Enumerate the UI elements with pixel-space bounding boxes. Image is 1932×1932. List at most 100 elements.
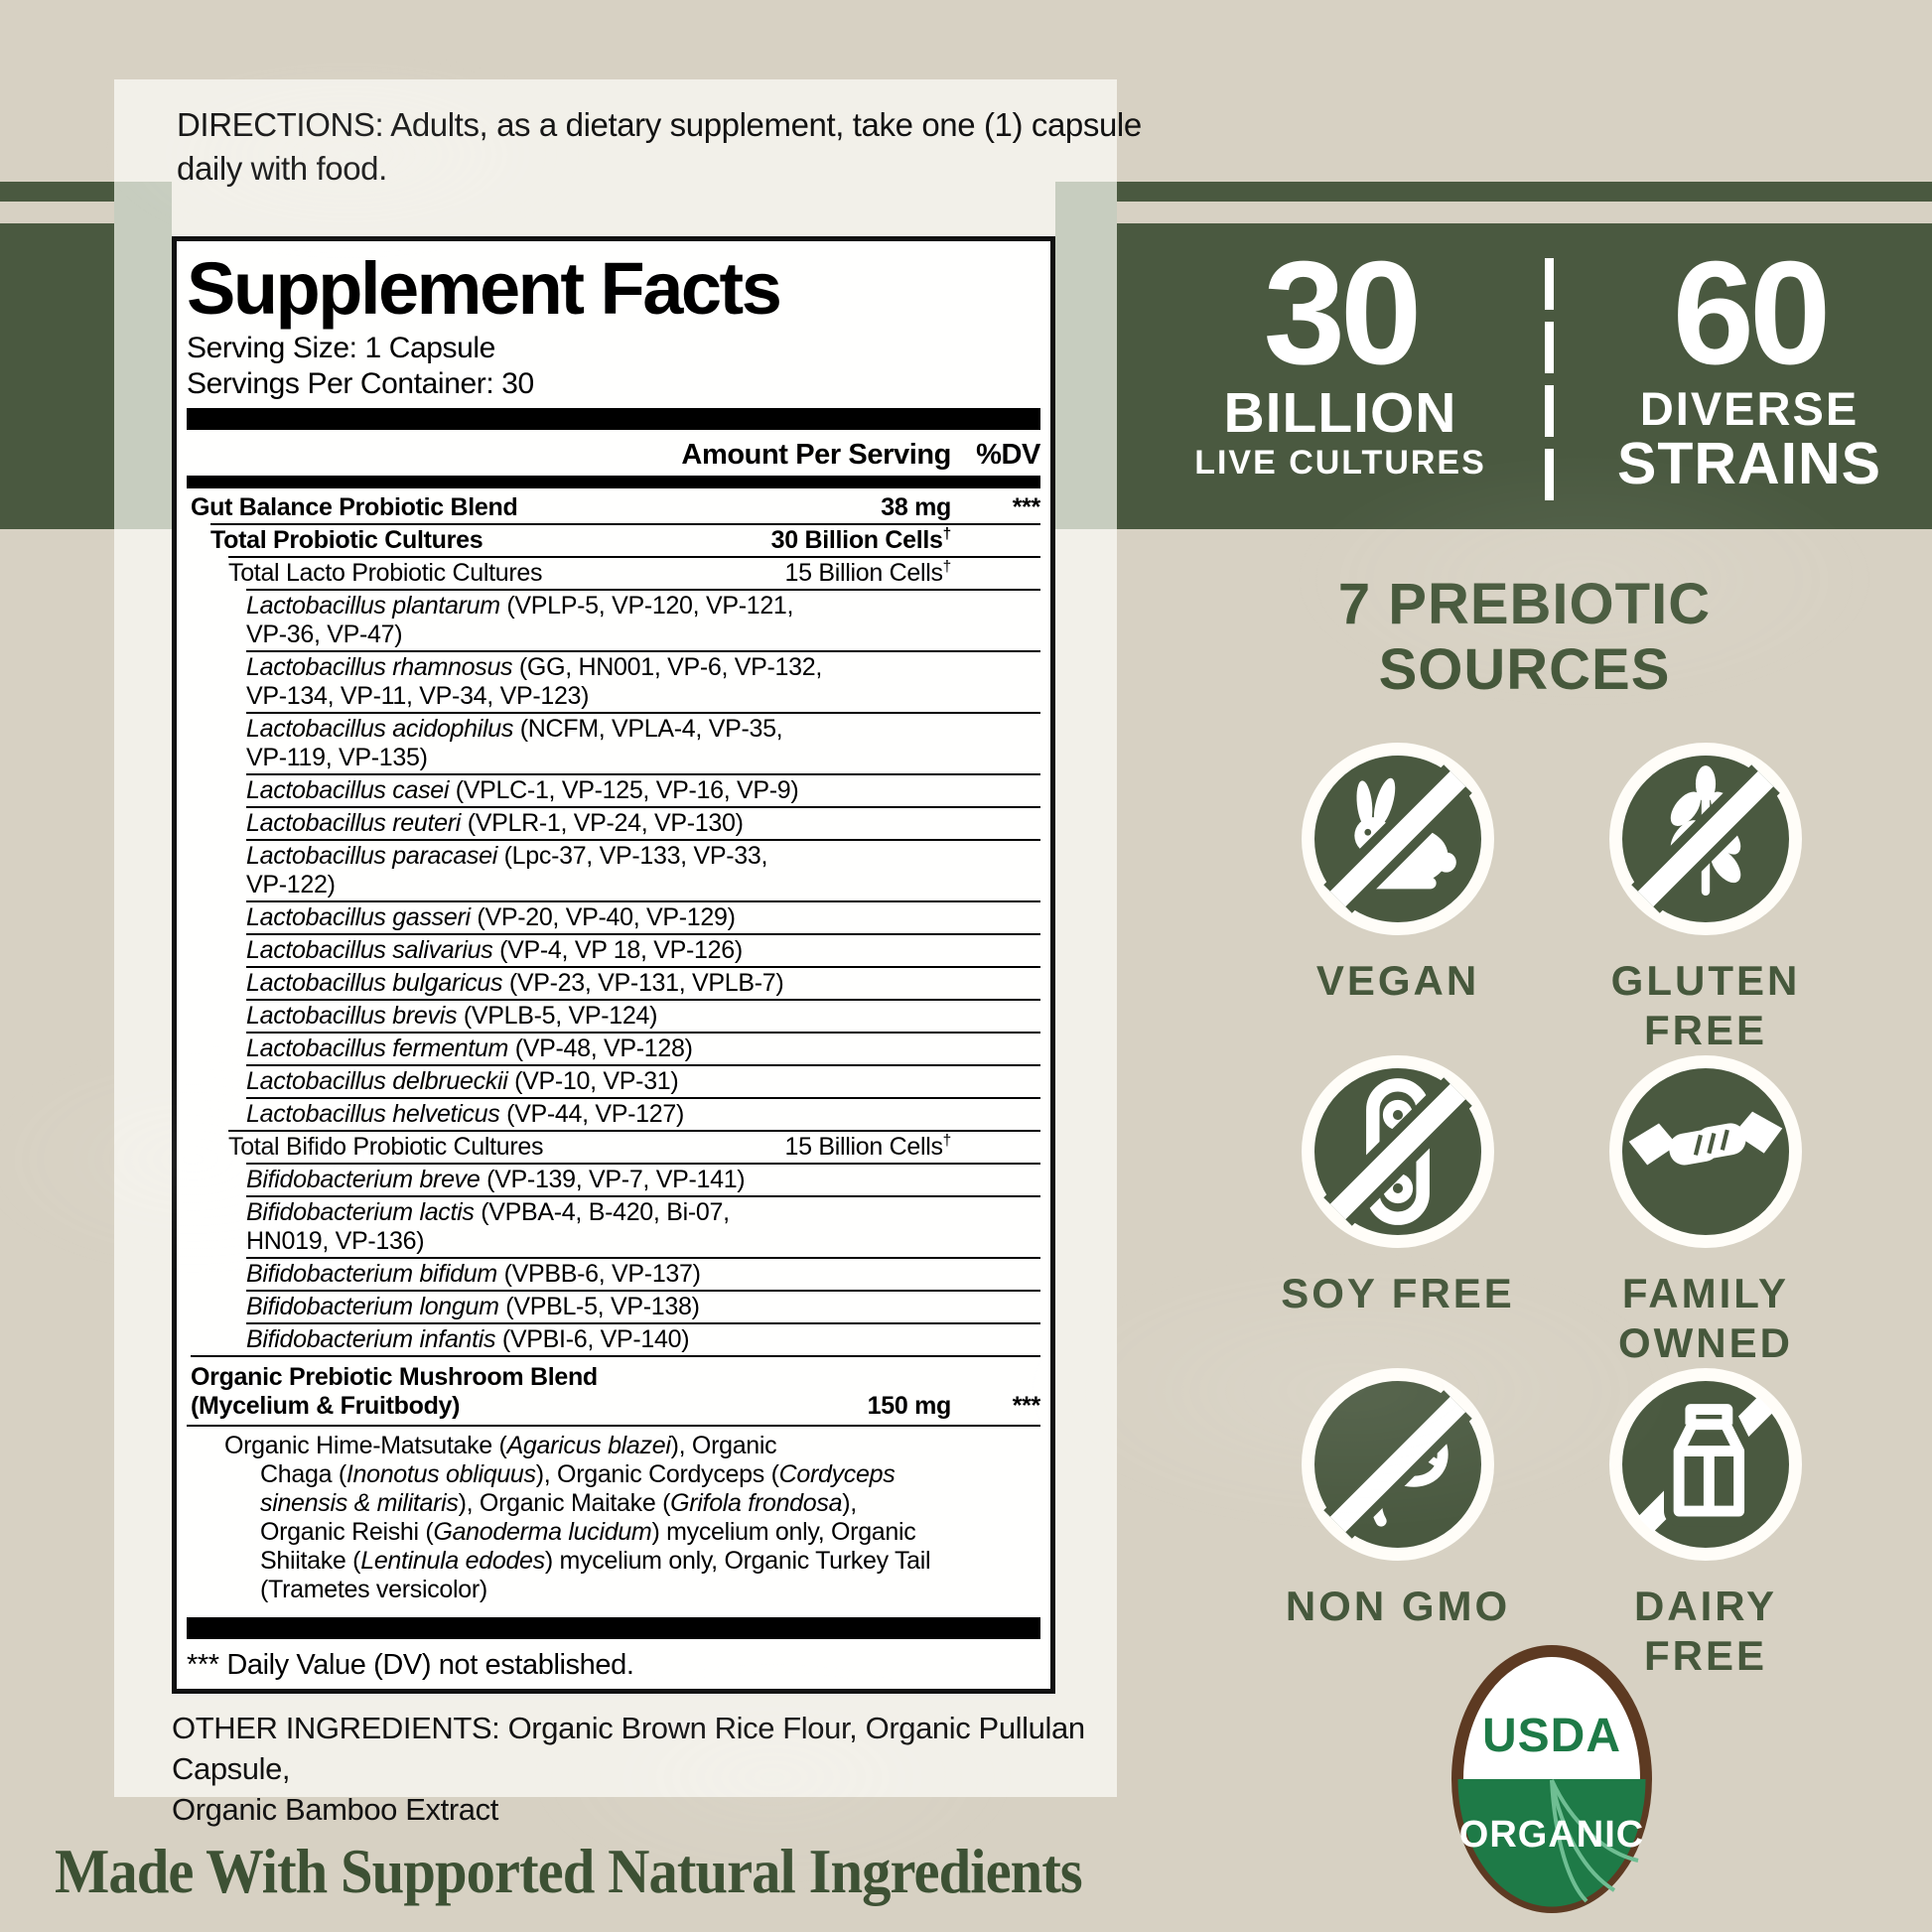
ingredient-name: Total Probiotic Cultures <box>210 526 483 554</box>
vegan-label: VEGAN <box>1315 957 1480 1004</box>
milk-carton-icon <box>1637 1396 1774 1533</box>
dv-value <box>951 1067 1040 1096</box>
ingredient-name: Lactobacillus casei (VPLC-1, VP-125, VP-… <box>246 776 799 804</box>
family-owned-label: FAMILY OWNED <box>1618 1270 1793 1366</box>
ingredient-name: Total Lacto Probiotic Cultures <box>228 559 543 587</box>
ingredient-name: Bifidobacterium longum (VPBL-5, VP-138) <box>246 1293 700 1320</box>
supplement-row: Lactobacillus gasseri (VP-20, VP-40, VP-… <box>246 900 1040 933</box>
dv-value <box>951 936 1040 965</box>
ingredient-name: Lactobacillus rhamnosus (GG, HN001, VP-6… <box>246 653 823 710</box>
serving-size: Serving Size: 1 Capsule <box>187 332 495 364</box>
mushroom-description: Organic Hime-Matsutake (Agaricus blazei)… <box>187 1425 1040 1611</box>
ingredient-name: Lactobacillus brevis (VPLB-5, VP-124) <box>246 1002 658 1030</box>
amount-value: 30 Billion Cells† <box>770 525 952 554</box>
dv-value <box>951 842 1040 899</box>
dv-value <box>951 776 1040 805</box>
non-gmo-badge <box>1302 1368 1494 1561</box>
gluten-free-label: GLUTEN FREE <box>1610 957 1801 1053</box>
usda-organic-seal: USDA ORGANIC <box>1451 1645 1652 1913</box>
amount-value: 15 Billion Cells† <box>784 558 952 587</box>
other-ingredients-text: OTHER INGREDIENTS: Organic Brown Rice Fl… <box>172 1711 1085 1827</box>
directions-text: DIRECTIONS: Adults, as a dietary supplem… <box>177 106 1142 187</box>
supplement-row: Organic Prebiotic Mushroom Blend (Myceliu… <box>191 1355 1040 1425</box>
amount-value: 150 mg <box>867 1392 952 1420</box>
supplement-row: Lactobacillus rhamnosus (GG, HN001, VP-6… <box>246 650 1040 712</box>
dagger-mark: † <box>942 1132 952 1150</box>
supplement-row: Lactobacillus bulgaricus (VP-23, VP-131,… <box>246 966 1040 999</box>
soybean-icon <box>1323 1077 1472 1226</box>
soy-free-badge <box>1302 1055 1494 1248</box>
amount-value: 38 mg <box>881 493 951 521</box>
vegan-badge <box>1302 743 1494 935</box>
supplement-row: Lactobacillus acidophilus (NCFM, VPLA-4,… <box>246 712 1040 773</box>
dv-footnote: *** Daily Value (DV) not established. <box>187 1649 634 1681</box>
strains-count: 60 <box>1672 231 1832 395</box>
supplement-row: Lactobacillus paracasei (Lpc-37, VP-133,… <box>246 839 1040 900</box>
soy-free-label: SOY FREE <box>1281 1270 1515 1316</box>
dv-value <box>951 1198 1040 1256</box>
handshake-icon <box>1628 1111 1783 1166</box>
organic-text: ORGANIC <box>1459 1814 1644 1856</box>
supplement-facts-title: Supplement Facts <box>187 247 782 330</box>
divider-bar-medium <box>187 476 1040 488</box>
supplement-row: Total Probiotic Cultures 30 Billion Cells… <box>210 523 1040 556</box>
dv-value <box>951 559 1040 588</box>
wheat-icon <box>1631 764 1780 913</box>
prebiotic-sources-heading: 7 PREBIOTIC SOURCES <box>1337 572 1712 702</box>
supplement-row: Lactobacillus helveticus (VP-44, VP-127) <box>246 1097 1040 1130</box>
amount-value: 15 Billion Cells† <box>784 1132 952 1161</box>
live-cultures-label: LIVE CULTURES <box>1194 444 1486 482</box>
divider-bar-thick <box>187 408 1040 430</box>
dairy-free-badge <box>1609 1368 1802 1561</box>
gluten-free-badge <box>1609 743 1802 935</box>
dv-value <box>951 1293 1040 1321</box>
ingredient-name: Lactobacillus delbrueckii (VP-10, VP-31) <box>246 1067 679 1095</box>
supplement-row: Bifidobacterium lactis (VPBA-4, B-420, B… <box>246 1195 1040 1257</box>
mushroom-description-line: Organic Reishi (Ganoderma lucidum) mycel… <box>260 1518 916 1546</box>
dagger-mark: † <box>942 558 952 576</box>
sage-column-right <box>1055 182 1117 529</box>
supplement-row: Lactobacillus plantarum (VPLP-5, VP-120,… <box>246 589 1040 650</box>
ingredient-name: Bifidobacterium breve (VP-139, VP-7, VP-… <box>246 1166 746 1193</box>
ingredient-name: Lactobacillus reuteri (VPLR-1, VP-24, VP… <box>246 809 744 837</box>
ingredient-name: Lactobacillus acidophilus (NCFM, VPLA-4,… <box>246 715 783 771</box>
supplement-row: Lactobacillus delbrueckii (VP-10, VP-31) <box>246 1064 1040 1097</box>
footer-tagline: Made With Supported Natural Ingredients <box>55 1837 1083 1906</box>
dv-value <box>951 1325 1040 1354</box>
strains-label: STRAINS <box>1617 431 1881 496</box>
non-gmo-label: NON GMO <box>1285 1583 1511 1629</box>
dagger-mark: † <box>942 525 952 543</box>
dv-header: %DV <box>976 439 1040 471</box>
supplement-row: Lactobacillus reuteri (VPLR-1, VP-24, VP… <box>246 806 1040 839</box>
ingredient-name: Lactobacillus salivarius (VP-4, VP 18, V… <box>246 936 743 964</box>
mushroom-description-line: Chaga (Inonotus obliquus), Organic Cordy… <box>260 1460 896 1488</box>
servings-per-container: Servings Per Container: 30 <box>187 367 534 400</box>
mushroom-description-line: sinensis & militaris), Organic Maitake (… <box>260 1489 857 1517</box>
divider-bar-bottom <box>187 1617 1040 1639</box>
ingredient-name: Lactobacillus helveticus (VP-44, VP-127) <box>246 1100 685 1128</box>
dv-value <box>951 1260 1040 1289</box>
facts-rows: Gut Balance Probiotic Blend 38 mg *** Total… <box>187 488 1040 1425</box>
supplement-row: Total Bifido Probiotic Cultures 15 Billio… <box>228 1130 1040 1163</box>
ingredient-name: Lactobacillus fermentum (VP-48, VP-128) <box>246 1035 693 1062</box>
ingredient-name: Lactobacillus paracasei (Lpc-37, VP-133,… <box>246 842 768 898</box>
supplement-row: Lactobacillus salivarius (VP-4, VP 18, V… <box>246 933 1040 966</box>
dv-value <box>951 592 1040 649</box>
supplement-row: Bifidobacterium bifidum (VPBB-6, VP-137) <box>246 1257 1040 1290</box>
dv-value <box>951 809 1040 838</box>
dv-value <box>951 1100 1040 1129</box>
dna-icon <box>1323 1390 1472 1539</box>
dairy-free-label: DAIRY FREE <box>1633 1583 1778 1679</box>
supplement-row: Lactobacillus casei (VPLC-1, VP-125, VP-… <box>246 773 1040 806</box>
usda-text: USDA <box>1482 1710 1621 1762</box>
dv-value <box>951 1133 1040 1162</box>
ingredient-name: Total Bifido Probiotic Cultures <box>228 1133 544 1161</box>
ingredient-name: Bifidobacterium lactis (VPBA-4, B-420, B… <box>246 1198 730 1255</box>
rabbit-icon <box>1323 764 1472 913</box>
ingredient-name: Bifidobacterium infantis (VPBI-6, VP-140… <box>246 1325 690 1353</box>
live-cultures-count: 30 <box>1263 231 1423 395</box>
supplement-row: Gut Balance Probiotic Blend 38 mg *** <box>191 488 1040 523</box>
diverse-label: DIVERSE <box>1639 382 1860 435</box>
ingredient-name: Bifidobacterium bifidum (VPBB-6, VP-137) <box>246 1260 701 1288</box>
